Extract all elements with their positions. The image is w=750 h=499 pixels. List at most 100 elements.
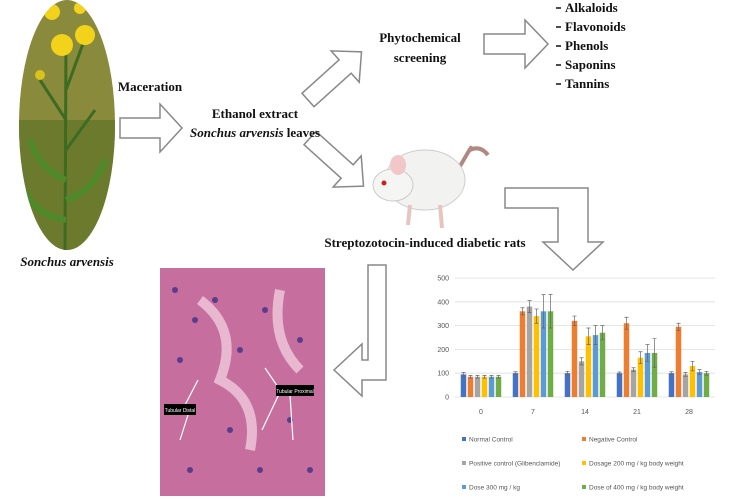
- legend-swatch: [582, 485, 586, 489]
- error-bar: [513, 371, 518, 375]
- rat-photo: [372, 145, 490, 229]
- bar: [703, 373, 710, 397]
- histology-photo: [160, 268, 325, 496]
- error-bar: [690, 360, 695, 372]
- error-bar: [541, 294, 546, 329]
- bar: [488, 376, 495, 397]
- y-tick-label: 0: [445, 395, 449, 402]
- bar: [481, 376, 488, 397]
- bar: [585, 336, 592, 397]
- plant-caption: Sonchus arvensis: [20, 254, 114, 269]
- bar: [564, 373, 571, 397]
- bar: [599, 332, 606, 397]
- error-bar: [704, 370, 709, 376]
- bar: [495, 376, 502, 397]
- bar: [675, 326, 682, 397]
- bar-chart: 0 100 200 300 400 500 0 7 14 21 28 Normal Control Ne…: [437, 276, 715, 492]
- error-bar: [593, 325, 598, 345]
- x-tick-label: 0: [479, 409, 483, 416]
- bar: [630, 369, 637, 397]
- error-bar: [697, 369, 702, 375]
- y-tick-label: 200: [437, 347, 449, 354]
- bar: [467, 376, 474, 397]
- arrow: [504, 187, 605, 272]
- error-bar: [624, 316, 629, 330]
- extract-label: Sonchus arvensis leaves: [190, 125, 320, 140]
- bar: [571, 320, 578, 397]
- bar: [637, 357, 644, 397]
- step-label: Maceration: [118, 79, 183, 94]
- bar: [540, 311, 547, 397]
- error-bar: [586, 327, 591, 345]
- error-bar: [548, 294, 553, 329]
- error-bar: [489, 374, 494, 379]
- screening-label: screening: [394, 50, 447, 65]
- bar: [644, 352, 651, 397]
- y-tick-label: 400: [437, 299, 449, 306]
- error-bar: [534, 308, 539, 324]
- legend-swatch: [582, 461, 586, 465]
- legend-label: Dose of 400 mg / kg body weight: [589, 485, 684, 492]
- x-tick-label: 21: [633, 409, 641, 416]
- compound: Phenols: [565, 38, 608, 53]
- bar: [616, 373, 623, 397]
- model-label: Streptozotocin-induced diabetic rats: [324, 235, 525, 250]
- bar: [651, 352, 658, 397]
- error-bar: [600, 325, 605, 341]
- error-bar: [617, 371, 622, 375]
- bar: [623, 323, 630, 397]
- bar: [474, 376, 481, 397]
- y-tick-label: 300: [437, 323, 449, 330]
- tissue-label: Tubular Proximal: [276, 389, 314, 395]
- legend-label: Dosage 200 mg / kg body weight: [589, 461, 684, 468]
- compound: Alkaloids: [565, 0, 618, 15]
- error-bar: [676, 322, 681, 331]
- extract-part: leaves: [287, 125, 320, 140]
- bar: [696, 372, 703, 397]
- y-tick-label: 100: [437, 371, 449, 378]
- x-tick-label: 14: [581, 409, 589, 416]
- compound: Saponins: [565, 57, 616, 72]
- bar: [547, 311, 554, 397]
- error-bar: [527, 300, 532, 313]
- legend-swatch: [462, 437, 466, 441]
- error-bar: [475, 374, 480, 379]
- error-bar: [565, 370, 570, 376]
- tissue-label: Tubular Distal: [165, 408, 196, 414]
- y-tick-label: 500: [437, 276, 449, 283]
- bar: [668, 373, 675, 397]
- arrow: [300, 50, 363, 108]
- arrow: [119, 102, 184, 154]
- error-bar: [496, 374, 501, 379]
- compound: Tannins: [565, 76, 609, 91]
- bar: [533, 316, 540, 397]
- legend-swatch: [582, 437, 586, 441]
- x-tick-label: 7: [531, 409, 535, 416]
- error-bar: [520, 307, 525, 316]
- bar: [519, 311, 526, 397]
- error-bar: [468, 374, 473, 379]
- arrow: [483, 18, 550, 70]
- error-bar: [638, 351, 643, 365]
- extract-label: Ethanol extract: [212, 106, 299, 121]
- error-bar: [645, 344, 650, 362]
- bar: [526, 306, 533, 397]
- legend-label: Dose 300 mg / kg: [469, 485, 520, 492]
- error-bar: [461, 372, 466, 377]
- plant-photo: [19, 0, 115, 250]
- compound-list: Alkaloids Flavonoids Phenols Saponins Tannin…: [556, 0, 626, 91]
- error-bar: [669, 371, 674, 375]
- error-bar: [683, 372, 688, 377]
- error-bar: [631, 367, 636, 372]
- legend-label: Positive control (Glibenclamide): [469, 461, 560, 468]
- compound: Flavonoids: [565, 19, 626, 34]
- error-bar: [482, 374, 487, 379]
- bar: [512, 373, 519, 397]
- legend-swatch: [462, 485, 466, 489]
- bar: [460, 374, 467, 397]
- species-name: Sonchus arvensis: [190, 125, 284, 140]
- legend-swatch: [462, 461, 466, 465]
- error-bar: [572, 315, 577, 326]
- bar: [592, 335, 599, 397]
